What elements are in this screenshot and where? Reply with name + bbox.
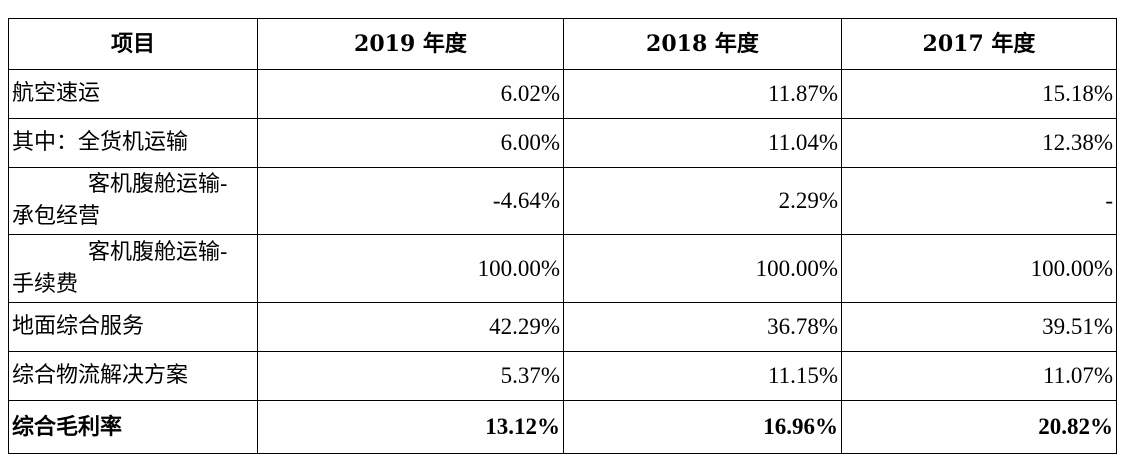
- table-row: 其中：全货机运输 6.00% 11.04% 12.38%: [8, 118, 1117, 168]
- value-2019: 100.00%: [257, 234, 564, 303]
- value-2019: 5.37%: [257, 351, 564, 401]
- row-label: 其中：全货机运输: [8, 118, 258, 168]
- value-2019: -4.64%: [257, 167, 564, 235]
- value-2019: 6.00%: [257, 118, 564, 168]
- value-2018: 16.96%: [563, 400, 842, 454]
- value-2017: 100.00%: [841, 234, 1117, 303]
- value-2019: 13.12%: [257, 400, 564, 454]
- header-2017: 2017 年度: [841, 18, 1117, 70]
- value-2019: 42.29%: [257, 302, 564, 352]
- gross-margin-table: 项目 2019 年度 2018 年度 2017 年度 航空速运 6.02% 11…: [8, 18, 1117, 454]
- table-row: 地面综合服务 42.29% 36.78% 39.51%: [8, 302, 1117, 352]
- header-2019: 2019 年度: [257, 18, 564, 70]
- value-2017: 12.38%: [841, 118, 1117, 168]
- row-label-line2: 承包经营: [12, 204, 101, 229]
- table-row: 客机腹舱运输- 手续费 100.00% 100.00% 100.00%: [8, 234, 1117, 303]
- value-2018: 100.00%: [563, 234, 842, 303]
- value-2017: 20.82%: [841, 400, 1117, 454]
- value-2017: 15.18%: [841, 69, 1117, 119]
- table-row: 综合物流解决方案 5.37% 11.15% 11.07%: [8, 351, 1117, 401]
- value-2017: 39.51%: [841, 302, 1117, 352]
- table-header-row: 项目 2019 年度 2018 年度 2017 年度: [8, 18, 1117, 70]
- table-row-total: 综合毛利率 13.12% 16.96% 20.82%: [8, 400, 1117, 454]
- header-item: 项目: [8, 18, 258, 70]
- row-label-line2: 手续费: [12, 271, 79, 297]
- row-label-line1: 客机腹舱运输-: [88, 172, 228, 197]
- table-row: 航空速运 6.02% 11.87% 15.18%: [8, 69, 1117, 119]
- row-label: 客机腹舱运输- 承包经营: [8, 167, 258, 235]
- value-2018: 2.29%: [563, 167, 842, 235]
- row-label: 地面综合服务: [8, 302, 258, 352]
- table-row: 客机腹舱运输- 承包经营 -4.64% 2.29% -: [8, 167, 1117, 235]
- value-2017: 11.07%: [841, 351, 1117, 401]
- value-2018: 11.04%: [563, 118, 842, 168]
- value-2019: 6.02%: [257, 69, 564, 119]
- value-2018: 36.78%: [563, 302, 842, 352]
- row-label-line1: 客机腹舱运输-: [88, 239, 228, 265]
- value-2018: 11.15%: [563, 351, 842, 401]
- value-2018: 11.87%: [563, 69, 842, 119]
- value-2017: -: [841, 167, 1117, 235]
- row-label: 综合物流解决方案: [8, 351, 258, 401]
- row-label: 客机腹舱运输- 手续费: [8, 234, 258, 303]
- row-label: 综合毛利率: [8, 400, 258, 454]
- row-label: 航空速运: [8, 69, 258, 119]
- header-2018: 2018 年度: [563, 18, 842, 70]
